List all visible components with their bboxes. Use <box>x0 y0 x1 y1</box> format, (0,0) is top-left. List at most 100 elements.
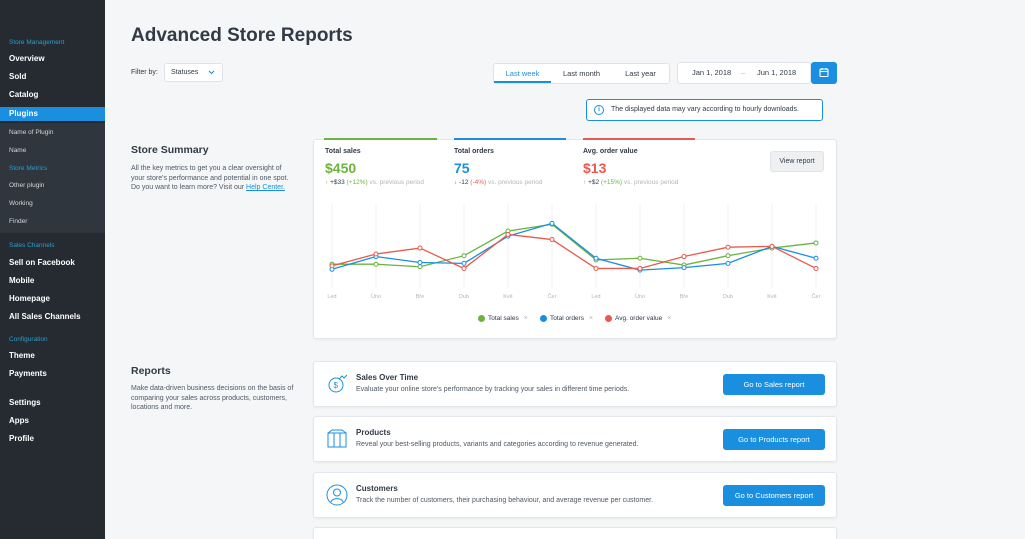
user-icon <box>326 484 348 506</box>
go-to-customers-report-button[interactable]: Go to Customers report <box>723 485 825 506</box>
report-title: Customers <box>356 484 398 493</box>
go-to-products-report-button[interactable]: Go to Products report <box>723 429 825 450</box>
metric-value: 75 <box>454 160 470 176</box>
legend-total-orders[interactable]: Total orders × <box>540 315 593 322</box>
svg-text:$: $ <box>334 381 339 390</box>
metric-value: $450 <box>325 160 357 176</box>
legend-total-sales[interactable]: Total sales × <box>478 315 528 322</box>
close-icon[interactable]: × <box>523 315 528 322</box>
date-to[interactable]: Jun 1, 2018 <box>757 68 797 77</box>
metric-label: Total orders <box>454 148 494 155</box>
metric-pct: (+15%) <box>600 179 623 186</box>
summary-description: All the key metrics to get you a clear o… <box>131 164 296 193</box>
report-title: Products <box>356 428 391 437</box>
sidebar-item-overview[interactable]: Overview <box>9 54 45 63</box>
status-select[interactable]: Statuses <box>164 63 223 82</box>
sidebar-submenu <box>0 123 105 233</box>
sidebar: Store Management Overview Sold Catalog P… <box>0 0 105 539</box>
sidebar-item-settings[interactable]: Settings <box>9 398 41 407</box>
sidebar-item-plugins[interactable]: Plugins <box>0 107 105 121</box>
metric-delta: -12 <box>459 179 469 186</box>
report-description: Track the number of customers, their pur… <box>356 497 654 504</box>
metric-label: Avg. order value <box>583 148 638 155</box>
sidebar-section-store-management: Store Management <box>9 39 65 46</box>
sidebar-item-sell-on-facebook[interactable]: Sell on Facebook <box>9 258 75 267</box>
sidebar-subitem-working[interactable]: Working <box>9 200 33 207</box>
metric-value: $13 <box>583 160 607 176</box>
report-card-products: Products Reveal your best-selling produc… <box>313 416 837 462</box>
sidebar-subitem-name-of-plugin[interactable]: Name of Plugin <box>9 129 54 136</box>
sidebar-item-catalog[interactable]: Catalog <box>9 90 39 99</box>
sidebar-item-payments[interactable]: Payments <box>9 369 47 378</box>
legend-avg-order-value[interactable]: Avg. order value × <box>605 315 671 322</box>
legend-dot <box>478 315 485 322</box>
report-description: Reveal your best-selling products, varia… <box>356 441 639 448</box>
date-separator: – <box>741 68 746 77</box>
help-center-link[interactable]: Help Center. <box>246 184 285 191</box>
metric-accent-orders <box>454 138 566 140</box>
arrow-down-icon: ↓ <box>454 179 458 186</box>
info-icon: i <box>594 105 604 115</box>
date-range[interactable]: Jan 1, 2018 – Jun 1, 2018 <box>677 62 811 84</box>
close-icon[interactable]: × <box>588 315 594 322</box>
status-select-value: Statuses <box>171 69 199 76</box>
metric-delta: +$2 <box>588 179 600 186</box>
sidebar-subitem-finder[interactable]: Finder <box>9 218 28 225</box>
summary-description-text: All the key metrics to get you a clear o… <box>131 165 289 191</box>
calendar-icon <box>819 68 829 78</box>
metric-accent-aov <box>583 138 695 140</box>
report-description: Evaluate your online store's performance… <box>356 386 630 393</box>
sidebar-section-configuration: Configuration <box>9 336 48 343</box>
close-icon[interactable]: × <box>667 315 672 322</box>
reports-description: Make data-driven business decisions on t… <box>131 385 294 411</box>
legend-label: Total orders <box>550 315 584 322</box>
calendar-button[interactable] <box>811 62 837 84</box>
summary-title: Store Summary <box>131 144 209 156</box>
metric-label: Total sales <box>325 148 361 155</box>
filter-label: Filter by: <box>131 69 158 76</box>
metric-change: ↑ +$2 (+15%) vs. previous period <box>583 179 678 186</box>
sidebar-item-profile[interactable]: Profile <box>9 434 34 443</box>
data-notice: i The displayed data may vary according … <box>586 99 823 121</box>
sidebar-item-apps[interactable]: Apps <box>9 416 29 425</box>
report-card-sales: $ Sales Over Time Evaluate your online s… <box>313 361 837 407</box>
tab-last-year[interactable]: Last year <box>625 69 656 78</box>
go-to-sales-report-button[interactable]: Go to Sales report <box>723 374 825 395</box>
sidebar-item-homepage[interactable]: Homepage <box>9 294 50 303</box>
sidebar-item-sold[interactable]: Sold <box>9 72 27 81</box>
view-report-button[interactable]: View report <box>770 151 824 172</box>
arrow-up-icon: ↑ <box>583 179 587 186</box>
tab-last-month[interactable]: Last month <box>562 69 601 78</box>
metric-change: ↑ +$33 (+12%) vs. previous period <box>325 179 424 186</box>
sidebar-item-all-sales-channels[interactable]: All Sales Channels <box>9 312 81 321</box>
legend-dot <box>540 315 547 322</box>
sidebar-subitem-other-plugin[interactable]: Other plugin <box>9 182 45 189</box>
sidebar-section-sales-channels: Sales Channels <box>9 242 55 249</box>
metric-vs: vs. previous period <box>369 179 425 186</box>
sidebar-item-theme[interactable]: Theme <box>9 351 35 360</box>
report-card-customers: Customers Track the number of customers,… <box>313 472 837 518</box>
notice-text: The displayed data may vary according to… <box>611 106 799 113</box>
metric-accent-sales <box>324 138 437 140</box>
metric-total-sales: Total sales $450 ↑ +$33 (+12%) vs. previ… <box>325 148 424 186</box>
legend-label: Avg. order value <box>615 315 663 322</box>
report-card-partial <box>313 527 837 539</box>
reports-title: Reports <box>131 365 171 377</box>
metric-pct: (-4%) <box>470 179 487 186</box>
report-title: Sales Over Time <box>356 373 419 382</box>
metric-change: ↓ -12 (-4%) vs. previous period <box>454 179 543 186</box>
sidebar-subitem-store-metrics[interactable]: Store Metrics <box>9 165 48 172</box>
chevron-down-icon <box>208 64 215 88</box>
tab-last-week[interactable]: Last week <box>494 64 551 83</box>
metric-vs: vs. previous period <box>487 179 543 186</box>
page-title: Advanced Store Reports <box>131 25 353 46</box>
arrow-up-icon: ↑ <box>325 179 329 186</box>
sidebar-item-mobile[interactable]: Mobile <box>9 276 35 285</box>
metric-vs: vs. previous period <box>623 179 679 186</box>
date-from[interactable]: Jan 1, 2018 <box>692 68 732 77</box>
sales-chart-icon: $ <box>328 374 348 393</box>
sidebar-subitem-name[interactable]: Name <box>9 147 27 154</box>
metric-delta: +$33 <box>330 179 345 186</box>
legend-label: Total sales <box>488 315 519 322</box>
metric-pct: (+12%) <box>346 179 368 186</box>
